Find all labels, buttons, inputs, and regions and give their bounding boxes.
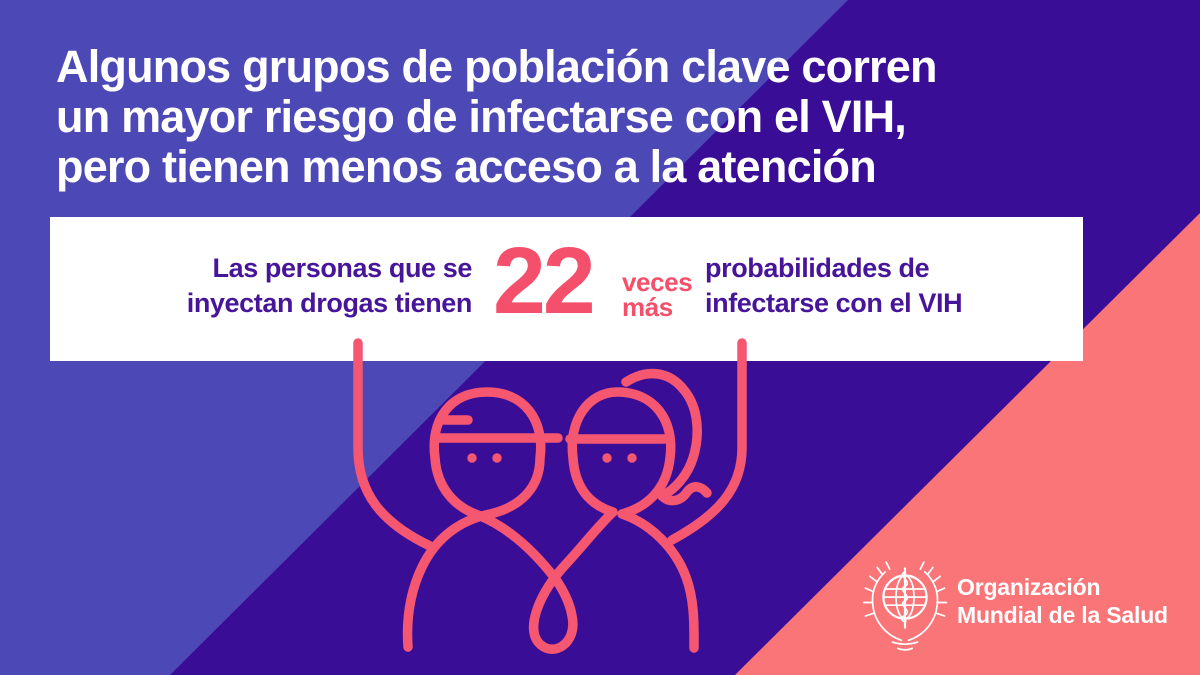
emblem-base-1 — [891, 641, 919, 645]
emblem-base-2 — [896, 647, 914, 651]
stat-suffix-line-1: probabilidades de — [705, 253, 930, 283]
headline-line-1: Algunos grupos de población clave corren — [56, 41, 937, 92]
stat-prefix-line-1: Las personas que se — [212, 253, 472, 283]
stat-prefix-text: Las personas que se inyectan drogas tien… — [90, 251, 473, 321]
headline: Algunos grupos de población clave corren… — [56, 42, 1156, 192]
stat-value: 22 — [493, 228, 596, 334]
who-org-name: Organización Mundial de la Salud — [957, 573, 1168, 629]
who-logo: Organización Mundial de la Salud — [860, 556, 1190, 666]
emblem-laurel-leaves — [862, 561, 948, 617]
stat-suffix-text: probabilidades de infectarse con el VIH — [705, 251, 1085, 321]
who-org-name-line-2: Mundial de la Salud — [957, 602, 1168, 628]
background-pink-triangle — [735, 213, 1200, 675]
stat-unit-line-2: más — [622, 292, 673, 322]
stat-card: Las personas que se inyectan drogas tien… — [50, 217, 1083, 361]
who-emblem-icon — [862, 561, 948, 651]
stat-prefix-line-2: inyectan drogas tienen — [186, 288, 473, 318]
stat-unit-line-1: veces — [622, 267, 693, 297]
who-org-name-line-1: Organización — [957, 574, 1101, 600]
headline-line-2: un mayor riesgo de infectarse con el VIH… — [56, 91, 907, 142]
headline-line-3: pero tienen menos acceso a la atención — [56, 141, 877, 192]
stat-unit-text: veces más — [622, 267, 693, 322]
emblem-serpent — [901, 571, 909, 623]
stat-suffix-line-2: infectarse con el VIH — [705, 288, 963, 318]
